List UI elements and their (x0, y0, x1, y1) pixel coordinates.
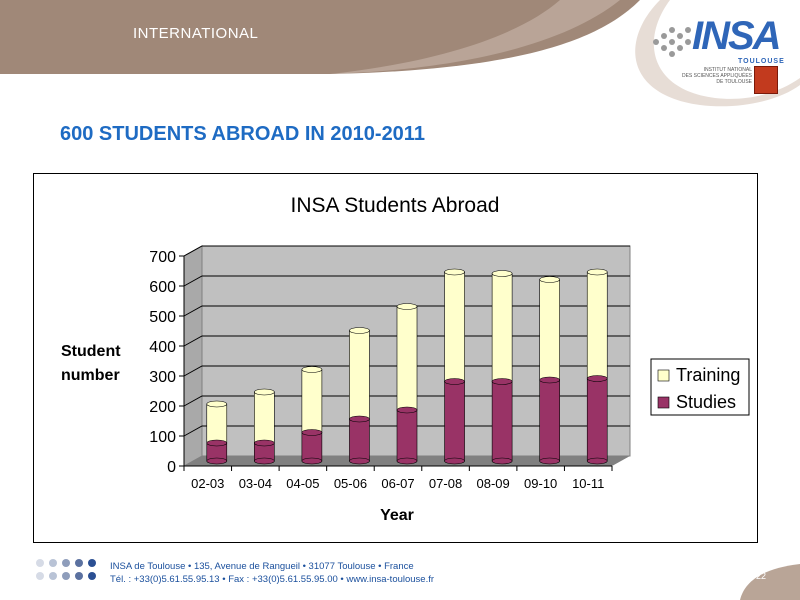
bar-studies-top (301, 429, 323, 436)
y-axis-title: number (61, 367, 120, 384)
bar-studies-base (491, 457, 513, 465)
logo-caption-line: DES SCIENCES APPLIQUÉES (681, 73, 752, 79)
y-tick-label: 0 (167, 459, 176, 476)
bar-training (586, 271, 608, 379)
footer-address: INSA de Toulouse • 135, Avenue de Rangue… (110, 561, 414, 572)
y-tick-label: 300 (149, 369, 176, 386)
y-tick-label: 600 (149, 279, 176, 296)
logo-subtitle: TOULOUSE (738, 58, 785, 65)
bar-studies (396, 409, 418, 462)
bar-studies-top (539, 376, 560, 384)
bar-training (301, 369, 323, 433)
gridline (183, 245, 630, 257)
bar-training (491, 273, 513, 382)
gridline (183, 335, 630, 347)
logo-caption-line: INSTITUT NATIONAL (703, 67, 752, 73)
y-axis-title: Student (61, 343, 121, 360)
bar-training-top (301, 366, 323, 373)
bar-studies (491, 381, 513, 462)
chart-title: INSA Students Abroad (291, 194, 500, 217)
legend-label: Studies (676, 392, 736, 412)
bar-training-top (586, 268, 608, 276)
bar-training-top (396, 303, 418, 310)
bar-training-top (491, 270, 513, 277)
x-tick-label: 09-10 (524, 476, 557, 491)
y-tick-label: 400 (149, 339, 176, 356)
bar-studies-top (491, 378, 513, 385)
logo-wordmark: INSA (692, 14, 782, 58)
y-tick-label: 100 (149, 429, 176, 446)
bar-studies-base (301, 457, 323, 465)
bar-studies (586, 378, 608, 462)
y-tick-label: 700 (149, 249, 176, 266)
bar-training (206, 403, 228, 444)
x-tick-label: 03-04 (239, 476, 272, 491)
bar-studies (539, 379, 560, 462)
bar-studies-top (254, 439, 275, 447)
footer-phone: Tél. : +33(0)5.61.55.95.13 • Fax : +33(0… (110, 574, 435, 585)
gridline (183, 365, 630, 377)
bar-training (254, 391, 275, 444)
logo-caption-line: DE TOULOUSE (716, 79, 752, 85)
chart-frame: 0 100 200 300 400 500 600 700 02-03 03-04 04-05 05-… (33, 173, 758, 543)
x-tick-label: 07-08 (429, 476, 462, 491)
gridline (183, 425, 630, 437)
gridline (183, 275, 630, 287)
x-tick-label: 08-09 (476, 476, 509, 491)
logo-caption: INSTITUT NATIONAL DES SCIENCES APPLIQUÉE… (660, 67, 752, 85)
insa-logo: INSA TOULOUSE INSTITUT NATIONAL DES SCIE… (650, 12, 784, 102)
footer-dots-icon (36, 559, 96, 580)
x-tick-label: 10-11 (572, 476, 604, 491)
y-tick-label: 200 (149, 399, 176, 416)
bar-studies-top (206, 439, 228, 447)
x-tick-label: 02-03 (191, 476, 224, 491)
bar-training (444, 271, 465, 382)
header-band: INTERNATIONAL INSA TOULOUSE INSTITUT NAT… (0, 0, 800, 110)
x-tick-label: 06-07 (381, 476, 414, 491)
x-axis-title: Year (380, 507, 414, 524)
y-tick-label: 500 (149, 309, 176, 326)
bar-studies-base (586, 457, 608, 465)
logo-dots-icon (653, 27, 691, 57)
bar-training-top (349, 327, 370, 334)
slide-title: 600 STUDENTS ABROAD IN 2010-2011 (60, 123, 425, 145)
bar-training-top (444, 268, 465, 276)
footer-contact: INSA de Toulouse • 135, Avenue de Rangue… (110, 560, 434, 586)
university-seal-icon (754, 66, 778, 94)
gridline (183, 305, 630, 317)
bar-studies-base (444, 457, 465, 465)
bar-studies-base (254, 457, 275, 465)
gridline (183, 395, 630, 407)
bar-training (396, 306, 418, 411)
bar-studies-base (396, 457, 418, 465)
footer-corner-decoration (740, 564, 800, 600)
bar-training (539, 279, 560, 381)
bar-studies-top (349, 415, 370, 423)
bar-training-top (206, 400, 228, 408)
x-tick-label: 04-05 (286, 476, 319, 491)
bar-training-top (539, 276, 560, 283)
bar-studies-base (349, 457, 370, 465)
bar-studies-base (539, 457, 560, 465)
bar-studies-top (586, 375, 608, 382)
bar-studies-base (206, 457, 228, 465)
bar-studies-top (396, 406, 418, 414)
stacked-bar-chart: 0 100 200 300 400 500 600 700 02-03 03-04 04-05 05-… (61, 194, 750, 524)
bar-studies (444, 381, 465, 462)
legend-label: Training (676, 365, 740, 385)
bar-training-top (254, 388, 275, 396)
x-tick-label: 05-06 (334, 476, 367, 491)
bar-studies (301, 432, 323, 462)
plot-side-wall (183, 245, 203, 467)
bar-studies-top (444, 378, 465, 385)
page-number: 22 (756, 571, 767, 581)
bar-training (349, 330, 370, 420)
legend-swatch (657, 369, 670, 382)
bar-studies (349, 418, 370, 462)
legend-swatch (657, 396, 670, 409)
section-label: INTERNATIONAL (133, 25, 259, 42)
